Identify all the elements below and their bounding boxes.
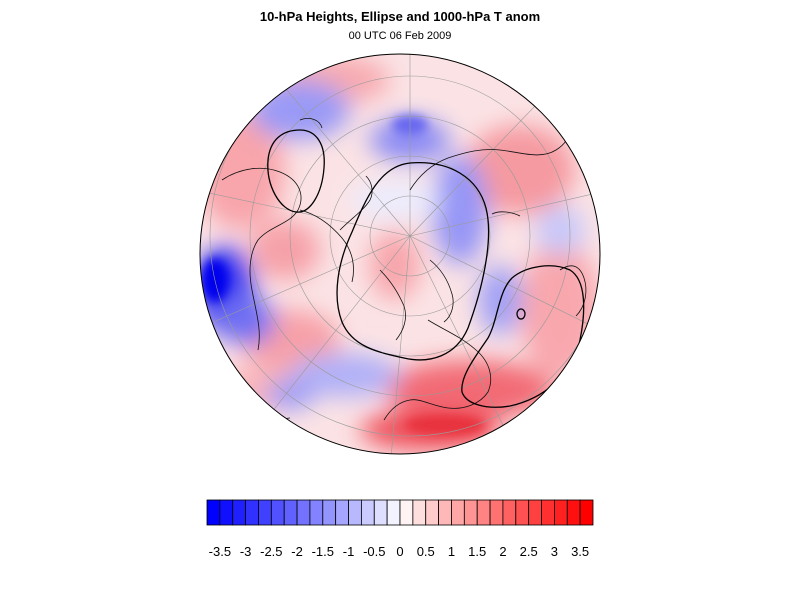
colorbar-box bbox=[515, 499, 530, 526]
polar-vortex-ellipse bbox=[336, 162, 490, 361]
plot-title: 10-hPa Heights, Ellipse and 1000-hPa T a… bbox=[259, 9, 541, 24]
colorbar-tick-label: 2 bbox=[499, 544, 506, 559]
colorbar-tick-label: -2.5 bbox=[260, 544, 282, 559]
colorbar-box bbox=[566, 499, 581, 526]
colorbar-tick-label: -0.5 bbox=[363, 544, 385, 559]
orthographic-map bbox=[199, 53, 601, 455]
colorbar-box bbox=[541, 499, 555, 526]
colorbar-box bbox=[335, 499, 349, 526]
colorbar-tick-label: 0 bbox=[396, 544, 403, 559]
colorbar-tick-label: 0.5 bbox=[417, 544, 435, 559]
colorbar-box bbox=[502, 499, 517, 526]
colorbar-box bbox=[476, 499, 491, 526]
colorbar-box bbox=[219, 499, 234, 526]
colorbar-box bbox=[412, 499, 427, 526]
colorbar-box bbox=[373, 499, 388, 526]
colorbar-box bbox=[348, 499, 362, 526]
colorbar-box bbox=[463, 499, 478, 526]
colorbar-labels: -3.5 -3 -2.5 -2 -1.5 -1 -0.5 0 0.5 1 1.5 2 2.5 3 3.5 bbox=[209, 544, 590, 559]
colorbar-box bbox=[245, 499, 259, 526]
colorbar-box bbox=[528, 499, 542, 526]
colorbar-box bbox=[554, 499, 568, 526]
anomaly-field bbox=[200, 54, 600, 454]
colorbar-tick-label: -1 bbox=[343, 544, 355, 559]
colorbar-box bbox=[309, 499, 324, 526]
colorbar-box bbox=[270, 499, 285, 526]
globe-outline bbox=[199, 53, 601, 455]
colorbar-tick-label: 3 bbox=[551, 544, 558, 559]
contour-lines bbox=[267, 129, 585, 408]
graticule bbox=[200, 54, 600, 454]
colorbar-box bbox=[425, 499, 440, 526]
colorbar-tick-label: 2.5 bbox=[520, 544, 538, 559]
colorbar-box bbox=[489, 499, 504, 526]
colorbar-box bbox=[322, 499, 337, 526]
colorbar-box bbox=[399, 499, 414, 526]
colorbar-box bbox=[283, 499, 298, 526]
colorbar-tick-label: 3.5 bbox=[571, 544, 589, 559]
colorbar-box bbox=[451, 499, 465, 526]
colorbar-box bbox=[206, 499, 221, 526]
anomaly-blobs bbox=[200, 55, 600, 450]
height-contour-left bbox=[267, 129, 325, 213]
colorbar-tick-label: -3.5 bbox=[209, 544, 231, 559]
colorbar-tick-label: 1 bbox=[448, 544, 455, 559]
colorbar-box bbox=[360, 499, 375, 526]
colorbar: -3.5 -3 -2.5 -2 -1.5 -1 -0.5 0 0.5 1 1.5 2 2.5 3 3.5 bbox=[206, 499, 594, 559]
colorbar-tick-label: -3 bbox=[240, 544, 252, 559]
colorbar-tick-label: 1.5 bbox=[468, 544, 486, 559]
colorbar-box bbox=[579, 499, 594, 526]
plot-subtitle: 00 UTC 06 Feb 2009 bbox=[348, 30, 452, 42]
small-closed-contour bbox=[516, 308, 526, 320]
height-contour-right bbox=[461, 265, 585, 408]
colorbar-boxes bbox=[206, 499, 594, 526]
colorbar-tick-label: -1.5 bbox=[312, 544, 334, 559]
colorbar-box bbox=[386, 499, 401, 526]
colorbar-box bbox=[232, 499, 246, 526]
colorbar-tick-label: -2 bbox=[291, 544, 303, 559]
colorbar-box bbox=[296, 499, 311, 526]
colorbar-box bbox=[438, 499, 452, 526]
colorbar-box bbox=[258, 499, 272, 526]
